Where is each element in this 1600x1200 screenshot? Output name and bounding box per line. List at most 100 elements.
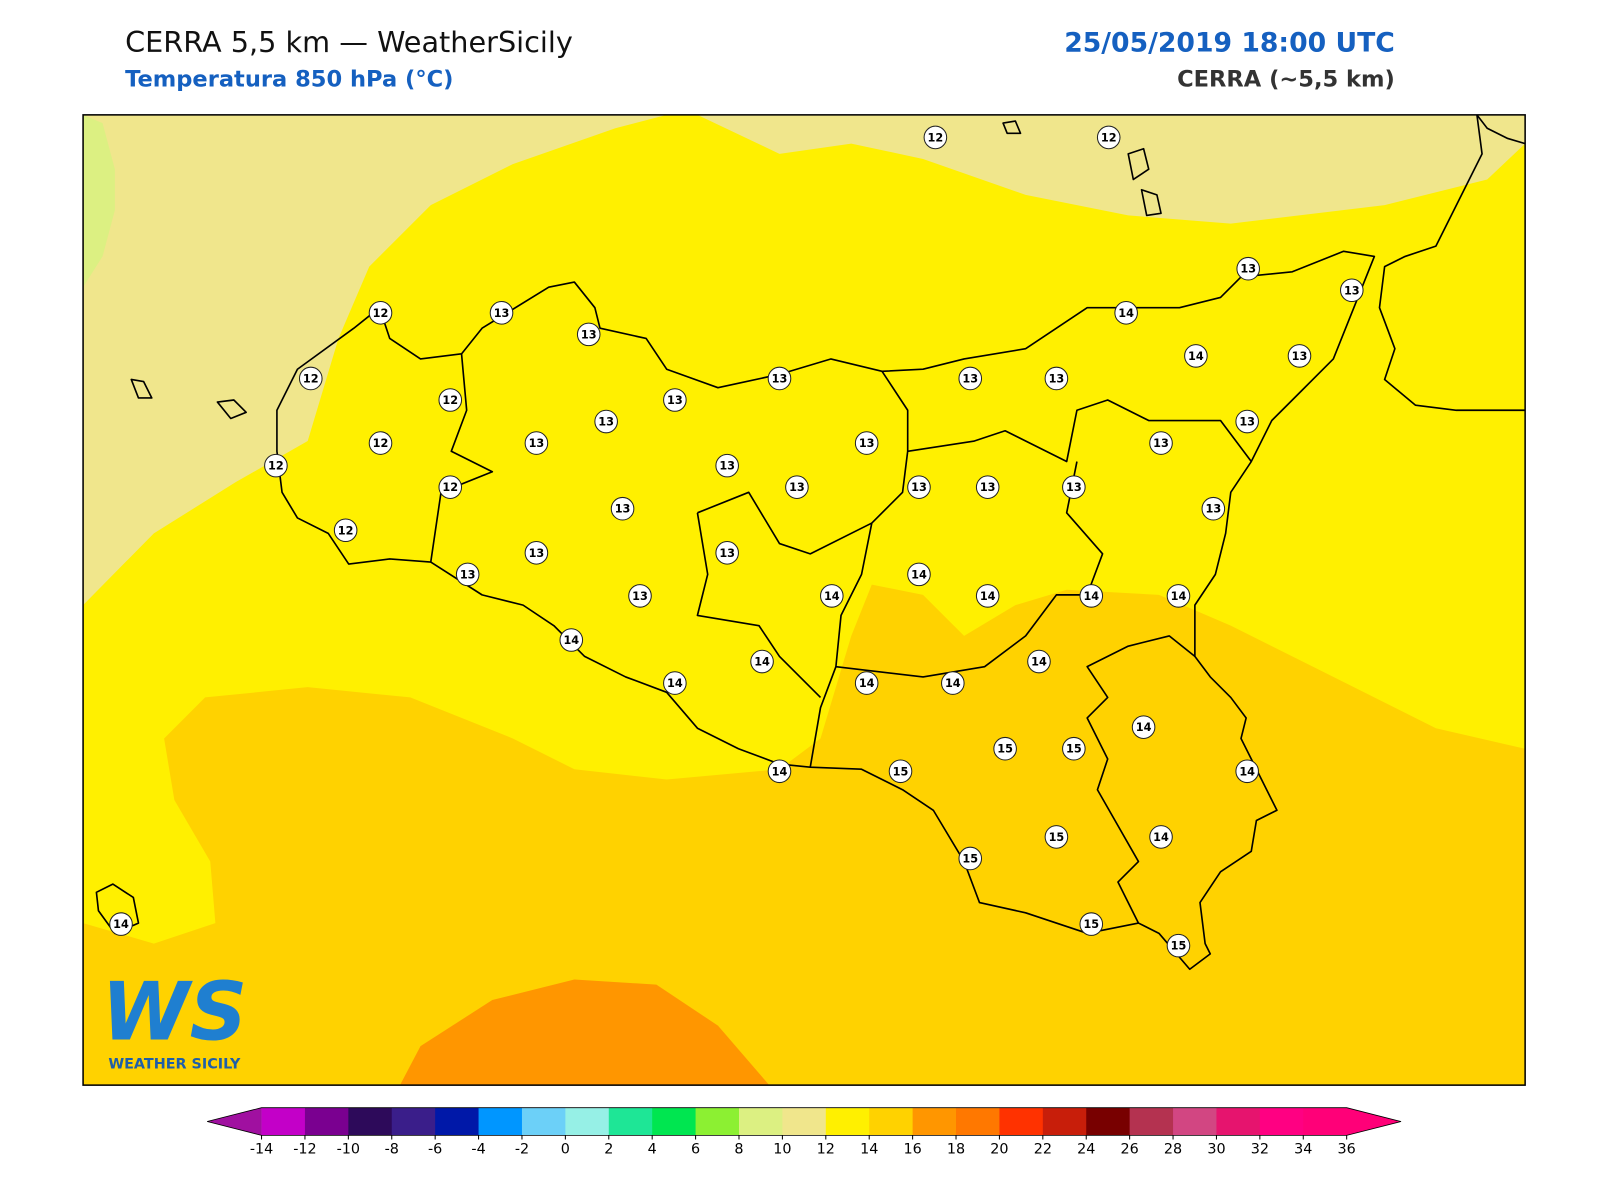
station-value: 15 — [1171, 940, 1187, 953]
colorbar-tick-label: 2 — [604, 1142, 613, 1158]
station-value: 14 — [754, 656, 770, 669]
station-marker — [1079, 584, 1104, 608]
colorbar-segment — [999, 1107, 1044, 1136]
station-marker — [368, 431, 393, 455]
station-value: 14 — [859, 677, 875, 690]
station-value: 13 — [632, 590, 648, 603]
station-value: 12 — [442, 394, 458, 407]
colorbar-segment — [1086, 1107, 1131, 1136]
colorbar-tick-label: -2 — [515, 1142, 529, 1158]
station-marker — [1166, 933, 1191, 958]
station-marker — [109, 912, 133, 936]
station-marker — [489, 301, 514, 325]
station-marker — [438, 475, 463, 499]
station-marker — [610, 496, 635, 521]
station-value: 13 — [911, 481, 927, 494]
station-marker — [785, 475, 809, 499]
station-value: 13 — [581, 328, 597, 341]
station-value: 14 — [1188, 350, 1204, 363]
station-value: 14 — [772, 765, 788, 778]
contour-region — [83, 114, 115, 288]
station-marker — [628, 584, 652, 608]
colorbar-tick-label: 14 — [860, 1142, 878, 1158]
station-value: 13 — [1239, 416, 1255, 429]
station-marker — [1044, 825, 1069, 849]
station-marker — [368, 301, 393, 325]
province-borders — [429, 353, 1252, 924]
colorbar-tick-label: 8 — [734, 1142, 743, 1158]
station-marker — [663, 671, 687, 695]
calabria-coastline — [1378, 114, 1526, 412]
station-value: 13 — [460, 568, 476, 581]
station-marker — [576, 322, 601, 347]
colorbar-tick-label: 26 — [1121, 1142, 1139, 1158]
station-marker — [1184, 344, 1208, 368]
station-marker — [1096, 125, 1121, 150]
colorbar-segment — [956, 1107, 1000, 1136]
colorbar-tick-label: 24 — [1077, 1142, 1095, 1158]
colorbar-tick-label: 6 — [691, 1142, 700, 1158]
station-marker — [559, 628, 584, 652]
station-value: 12 — [303, 372, 319, 385]
station-value: 14 — [980, 590, 996, 603]
station-marker — [1044, 366, 1069, 391]
contour-region — [83, 114, 667, 606]
station-value: 13 — [1240, 263, 1256, 276]
colorbar-segment — [652, 1107, 697, 1136]
colorbar-tick-label: 34 — [1294, 1142, 1312, 1158]
colorbar-segment — [825, 1107, 870, 1136]
station-value: 13 — [598, 416, 614, 429]
station-value: 13 — [529, 437, 545, 450]
station-marker — [524, 541, 549, 565]
station-value: 15 — [962, 852, 978, 865]
station-value: 14 — [1136, 721, 1152, 734]
colorbar-tick-label: 10 — [773, 1142, 791, 1158]
station-value: 14 — [113, 918, 129, 931]
station-value: 15 — [893, 765, 909, 778]
station-marker — [524, 431, 549, 455]
station-marker — [1149, 825, 1173, 849]
colorbar-segment — [478, 1107, 523, 1136]
station-value: 13 — [719, 547, 735, 560]
station-value: 14 — [1083, 590, 1099, 603]
station-marker — [1062, 475, 1086, 499]
contour-region — [697, 114, 1526, 224]
station-value: 13 — [667, 394, 683, 407]
logo-mark: WS — [101, 965, 247, 1058]
colorbar-tick-label: -12 — [293, 1142, 316, 1158]
station-value: 12 — [373, 307, 389, 320]
colorbar-segment — [1042, 1107, 1087, 1136]
station-marker — [923, 125, 948, 150]
colorbar-tick-label: 4 — [648, 1142, 657, 1158]
colorbar-tick-label: -8 — [385, 1142, 399, 1158]
station-marker — [854, 431, 879, 455]
station-value: 13 — [529, 547, 545, 560]
station-value: 13 — [789, 481, 805, 494]
contour-region — [400, 979, 770, 1086]
colorbar-tick-label: 22 — [1034, 1142, 1052, 1158]
station-marker — [750, 649, 774, 674]
station-marker — [298, 366, 323, 391]
colorbar-tick-label: 20 — [990, 1142, 1008, 1158]
station-value: 12 — [268, 460, 284, 473]
station-value: 13 — [494, 307, 510, 320]
station-marker — [993, 736, 1017, 761]
station-marker — [819, 584, 844, 608]
colorbar-segment — [1303, 1107, 1348, 1136]
colorbar-segment — [261, 1107, 306, 1136]
islands — [95, 120, 1162, 935]
station-marker — [958, 846, 983, 871]
station-value: 13 — [1292, 350, 1308, 363]
station-value: 14 — [824, 590, 840, 603]
colorbar-segment — [304, 1107, 349, 1136]
station-marker — [975, 475, 1000, 499]
station-value: 12 — [928, 131, 944, 144]
colorbar-segment — [521, 1107, 566, 1136]
station-marker — [907, 562, 931, 587]
station-value: 14 — [1239, 765, 1255, 778]
station-marker — [767, 366, 792, 391]
station-value: 12 — [373, 437, 389, 450]
station-marker — [264, 453, 288, 478]
